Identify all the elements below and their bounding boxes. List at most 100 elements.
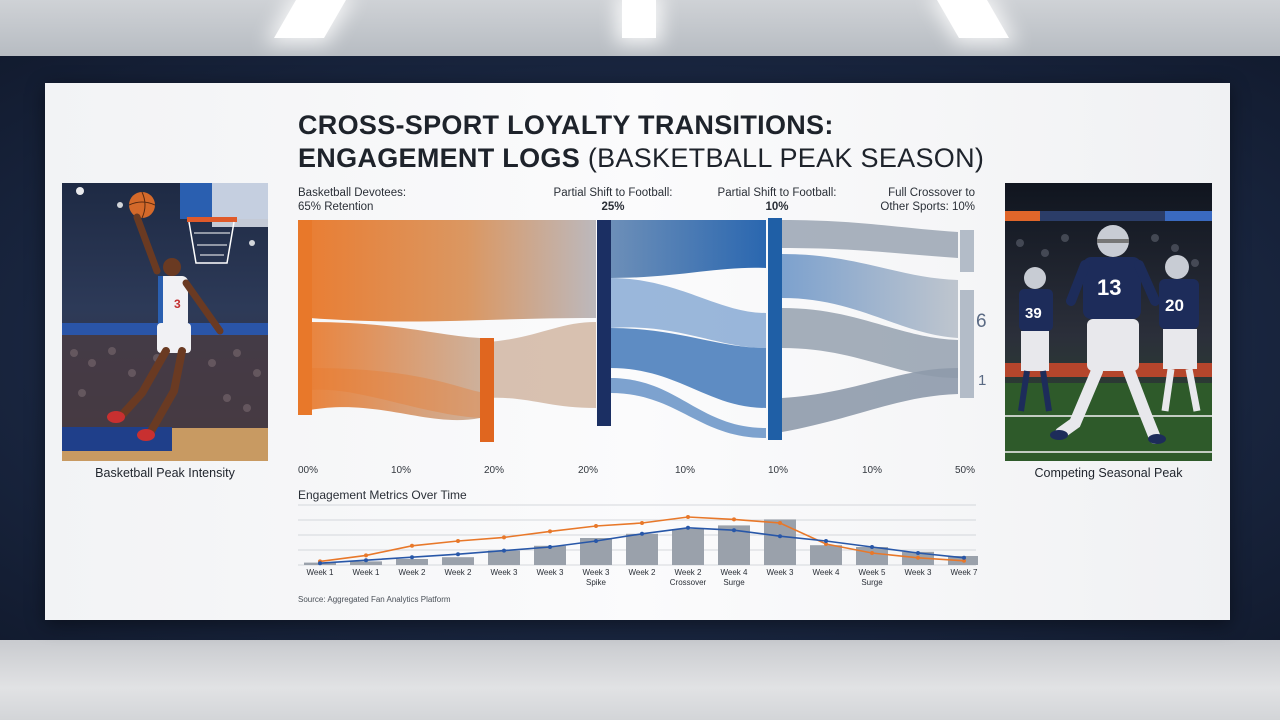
flow-small-node-to-football [488, 322, 596, 408]
flow-basketball-to-football-25 [310, 220, 596, 322]
node-football-10 [768, 218, 782, 440]
flow-football-10-to-other-bottom [782, 368, 958, 432]
engagement-point-orange [548, 529, 552, 534]
flow-football-25-lower [610, 328, 766, 408]
flow-football-10-to-other-mid [782, 254, 958, 338]
engagement-x-tick: Week 3 [491, 568, 519, 577]
engagement-point-blue [870, 545, 874, 549]
football-photo: 39 13 20 [1005, 183, 1212, 461]
engagement-point-orange [456, 539, 460, 543]
engagement-point-orange [870, 551, 874, 555]
ceiling [0, 0, 1280, 56]
engagement-x-tick: Week 2 Crossover [670, 568, 707, 587]
axis-tick: 20% [484, 465, 505, 476]
engagement-point-orange [962, 558, 966, 563]
stage-label-text: Basketball Devotees: [298, 187, 407, 199]
engagement-point-blue [318, 561, 322, 566]
node-other-sports-top [960, 230, 974, 272]
engagement-bar [626, 533, 658, 565]
basketball-photo-caption: Basketball Peak Intensity [95, 466, 235, 480]
ceiling-light [622, 0, 656, 38]
engagement-point-blue [640, 531, 644, 536]
stage-value-text: Other Sports: 10% [880, 201, 975, 213]
football-photo-caption: Competing Seasonal Peak [1034, 466, 1183, 480]
football-jersey-number-right: 20 [1165, 296, 1184, 315]
floor [0, 640, 1280, 720]
flow-football-10-to-other-low [782, 308, 958, 378]
ceiling-light [937, 0, 1009, 38]
engagement-point-blue [686, 525, 690, 530]
engagement-bar [810, 545, 842, 565]
title-line-2: ENGAGEMENT LOGS (BASKETBALL PEAK SEASON) [298, 142, 1058, 175]
football-jersey-number-left: 39 [1025, 305, 1042, 322]
flow-football-10-to-other-top [782, 220, 958, 258]
stage-label-basketball-devotees: Basketball Devotees: 65% Retention [298, 186, 406, 214]
node-basketball-secondary [480, 338, 494, 442]
football-jersey-number-center: 13 [1097, 275, 1121, 300]
source-note: Source: Aggregated Fan Analytics Platfor… [298, 595, 451, 604]
axis-tick: 10% [862, 465, 883, 476]
axis-tick: 10% [768, 465, 789, 476]
engagement-bar [856, 547, 888, 565]
engagement-point-blue [962, 555, 966, 560]
title-line-1: CROSS-SPORT LOYALTY TRANSITIONS: [298, 110, 834, 140]
flow-basketball-lower-branch [310, 368, 480, 418]
basketball-photo: 3 [62, 183, 268, 461]
engagement-point-orange [824, 542, 828, 546]
engagement-x-tick: Week 5 Surge [859, 568, 887, 587]
engagement-point-blue [502, 548, 506, 553]
display-board: CROSS-SPORT LOYALTY TRANSITIONS: ENGAGEM… [45, 83, 1230, 620]
engagement-bar [396, 559, 428, 565]
engagement-bar [350, 561, 382, 565]
engagement-point-orange [686, 515, 690, 519]
basketball-jersey-number: 3 [174, 297, 181, 311]
engagement-x-tick: Week 2 [399, 568, 427, 577]
engagement-bar [672, 529, 704, 565]
engagement-point-orange [594, 524, 598, 528]
engagement-bar [442, 557, 474, 565]
axis-tick: 10% [675, 465, 696, 476]
axis-tick: 10% [391, 465, 412, 476]
sankey-diagram [298, 218, 974, 442]
engagement-x-tick: Week 7 [951, 568, 978, 577]
engagement-chart: Week 1 Week 1 Week 2 Week 2 Week 3 Week 3 Week… [298, 504, 978, 587]
engagement-x-tick: Week 3 [537, 568, 565, 577]
engagement-point-blue [364, 558, 368, 563]
engagement-point-blue [824, 539, 828, 543]
engagement-point-orange [364, 553, 368, 558]
engagement-bar [764, 519, 796, 565]
stage-value-text: 65% Retention [298, 201, 374, 213]
node-other-sports-bottom [960, 290, 974, 398]
axis-tick: 00% [298, 465, 319, 476]
axis-tick: 20% [578, 465, 599, 476]
engagement-x-tick: Week 1 [307, 568, 335, 577]
engagement-chart-title: Engagement Metrics Over Time [298, 488, 467, 502]
stage-label-text: Partial Shift to Football: [717, 187, 837, 199]
chart-title: CROSS-SPORT LOYALTY TRANSITIONS: ENGAGEM… [298, 109, 1058, 175]
engagement-point-blue [916, 551, 920, 555]
engagement-x-tick: Week 1 [353, 568, 381, 577]
ceiling-light [274, 0, 346, 38]
flow-football-mid [610, 278, 766, 348]
title-line-2-bold: ENGAGEMENT LOGS [298, 143, 581, 173]
stage-value-text: 25% [601, 201, 625, 213]
flow-football-25-to-football-10 [610, 220, 766, 278]
engagement-point-orange [732, 517, 736, 522]
engagement-point-orange [916, 555, 920, 560]
node-basketball-devotees [298, 220, 312, 415]
title-line-2-light: (BASKETBALL PEAK SEASON) [580, 143, 985, 173]
engagement-bar [488, 550, 520, 565]
stage-label-partial-shift-10: Partial Shift to Football: 10% [707, 186, 847, 214]
axis-tick: 50% [955, 465, 976, 476]
side-label-1: 1 [978, 372, 987, 389]
engagement-x-tick: Week 2 [445, 568, 473, 577]
engagement-point-blue [410, 555, 414, 560]
engagement-bar [534, 545, 566, 565]
engagement-point-blue [456, 552, 460, 557]
engagement-point-blue [732, 528, 736, 533]
engagement-point-orange [410, 543, 414, 548]
stage-label-full-crossover: Full Crossover to Other Sports: 10% [845, 186, 975, 214]
side-label-6: 6 [976, 311, 987, 332]
stage-label-text: Partial Shift to Football: [553, 187, 673, 199]
engagement-x-tick: Week 4 [813, 568, 841, 577]
